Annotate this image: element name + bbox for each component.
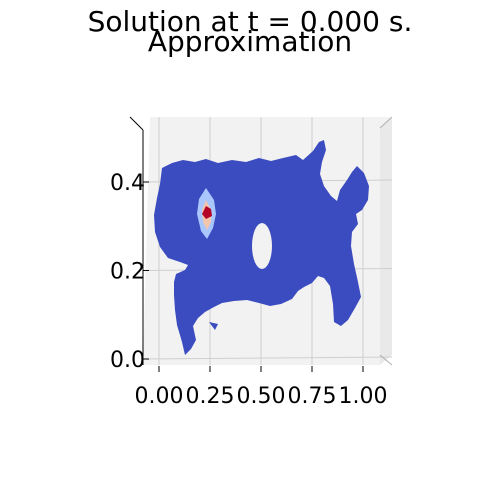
y-tick-label: 0.4 (110, 171, 145, 196)
y-axis: 0.0 0.2 0.4 (110, 171, 149, 373)
axis-corner-line-right-bottom (379, 354, 393, 366)
x-tick-label: 0.25 (186, 384, 235, 409)
y-gridline (142, 356, 393, 360)
x-tick-label: 0.75 (288, 384, 337, 409)
x-axis: 0.00 0.25 0.50 0.75 1.00 (135, 366, 388, 409)
figure-suptitle: Solution at t = 0.000 s. (87, 5, 413, 38)
x-tick-label: 0.50 (237, 384, 286, 409)
y-tick-label: 0.2 (110, 260, 145, 285)
y-tick-label: 0.0 (110, 348, 145, 373)
x-tick-label: 0.00 (135, 384, 184, 409)
surface-peak (202, 206, 212, 219)
axes-title: Approximation (147, 25, 353, 58)
axis-corner-line-right (379, 116, 393, 129)
right-pane (380, 117, 392, 365)
x-tick-label: 1.00 (339, 384, 388, 409)
surface-hole (252, 223, 272, 269)
axis-corner-line (129, 116, 144, 131)
